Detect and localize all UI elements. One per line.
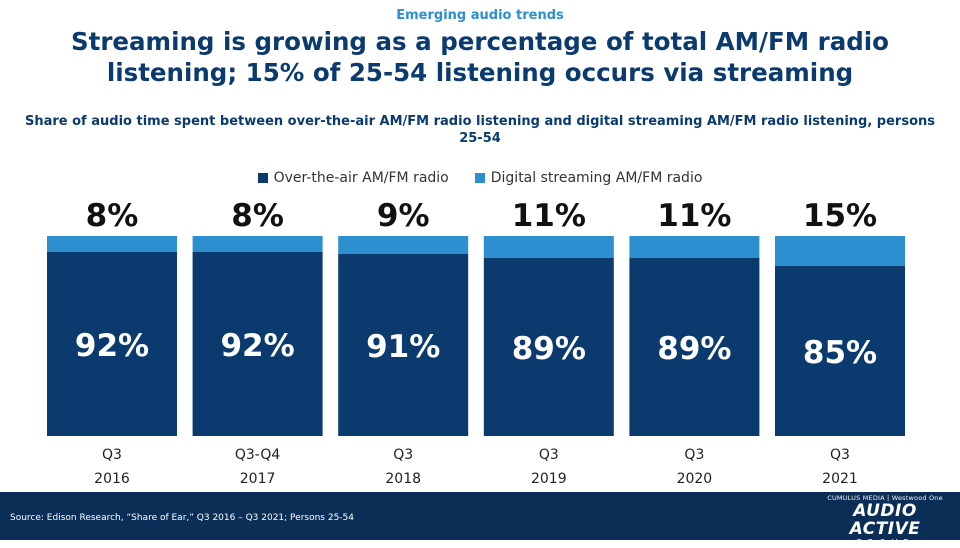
- data-label-over-the-air: 89%: [657, 331, 731, 367]
- data-label-over-the-air: 92%: [75, 328, 149, 364]
- legend-item-over-the-air: Over-the-air AM/FM radio: [257, 170, 449, 186]
- x-tick-label-line1: Q3: [539, 447, 559, 463]
- bar-segment-over-the-air: [483, 258, 614, 436]
- data-label-over-the-air: 85%: [803, 335, 877, 371]
- legend-swatch-streaming: [474, 173, 485, 183]
- source-note: Source: Edison Research, “Share of Ear,”…: [10, 513, 354, 523]
- x-tick-label-line2: 2020: [677, 471, 713, 487]
- bar-segment-over-the-air: [192, 252, 323, 436]
- data-label-streaming: 15%: [803, 198, 877, 234]
- logo-top-text: CUMULUS MEDIA | Westwood One: [827, 494, 943, 502]
- bar-segment-streaming: [483, 236, 614, 258]
- x-tick-label-line2: 2018: [385, 471, 421, 487]
- bar-segment-streaming: [629, 236, 760, 258]
- x-tick-label-line1: Q3: [102, 447, 122, 463]
- data-label-over-the-air: 91%: [366, 329, 440, 365]
- legend-swatch-over-the-air: [257, 173, 268, 183]
- x-tick-label-line2: 2021: [822, 471, 858, 487]
- chart-legend: Over-the-air AM/FM radio Digital streami…: [0, 170, 960, 186]
- legend-label-streaming: Digital streaming AM/FM radio: [490, 170, 703, 186]
- chart-subtitle: Share of audio time spent between over-t…: [24, 114, 936, 146]
- stacked-bar-chart: 92% 8% Q3 2016 92% 8% Q3-Q4 2017 91% 9% Q3 2018 89% 1…: [47, 198, 905, 487]
- legend-label-over-the-air: Over-the-air AM/FM radio: [273, 170, 449, 186]
- data-label-streaming: 9%: [377, 198, 430, 234]
- x-tick-label-line1: Q3: [684, 447, 704, 463]
- bar-segment-over-the-air: [629, 258, 760, 436]
- x-tick-label-line2: 2016: [94, 471, 130, 487]
- data-label-over-the-air: 92%: [220, 328, 294, 364]
- data-label-streaming: 11%: [512, 198, 586, 234]
- bar-segment-over-the-air: [775, 266, 905, 436]
- bar-segment-over-the-air: [338, 254, 469, 436]
- bar-segment-streaming: [338, 236, 469, 254]
- x-tick-label-line2: 2017: [240, 471, 276, 487]
- data-label-streaming: 8%: [231, 198, 284, 234]
- data-label-streaming: 11%: [657, 198, 731, 234]
- x-tick-label-line1: Q3: [830, 447, 850, 463]
- x-tick-label-line1: Q3: [393, 447, 413, 463]
- bar-segment-over-the-air: [47, 252, 177, 436]
- bar-segment-streaming: [775, 236, 905, 266]
- logo-main-text: AUDIO ACTIVE: [849, 501, 921, 539]
- bar-segment-streaming: [47, 236, 177, 252]
- data-label-over-the-air: 89%: [512, 331, 586, 367]
- slide-title: Streaming is growing as a percentage of …: [70, 27, 890, 87]
- footer-bar: Source: Edison Research, “Share of Ear,”…: [0, 492, 960, 547]
- bar-segment-streaming: [192, 236, 323, 252]
- kicker-label: Emerging audio trends: [396, 8, 564, 23]
- x-tick-label-line1: Q3-Q4: [235, 447, 281, 463]
- x-tick-label-line2: 2019: [531, 471, 567, 487]
- legend-item-streaming: Digital streaming AM/FM radio: [474, 170, 703, 186]
- data-label-streaming: 8%: [86, 198, 139, 234]
